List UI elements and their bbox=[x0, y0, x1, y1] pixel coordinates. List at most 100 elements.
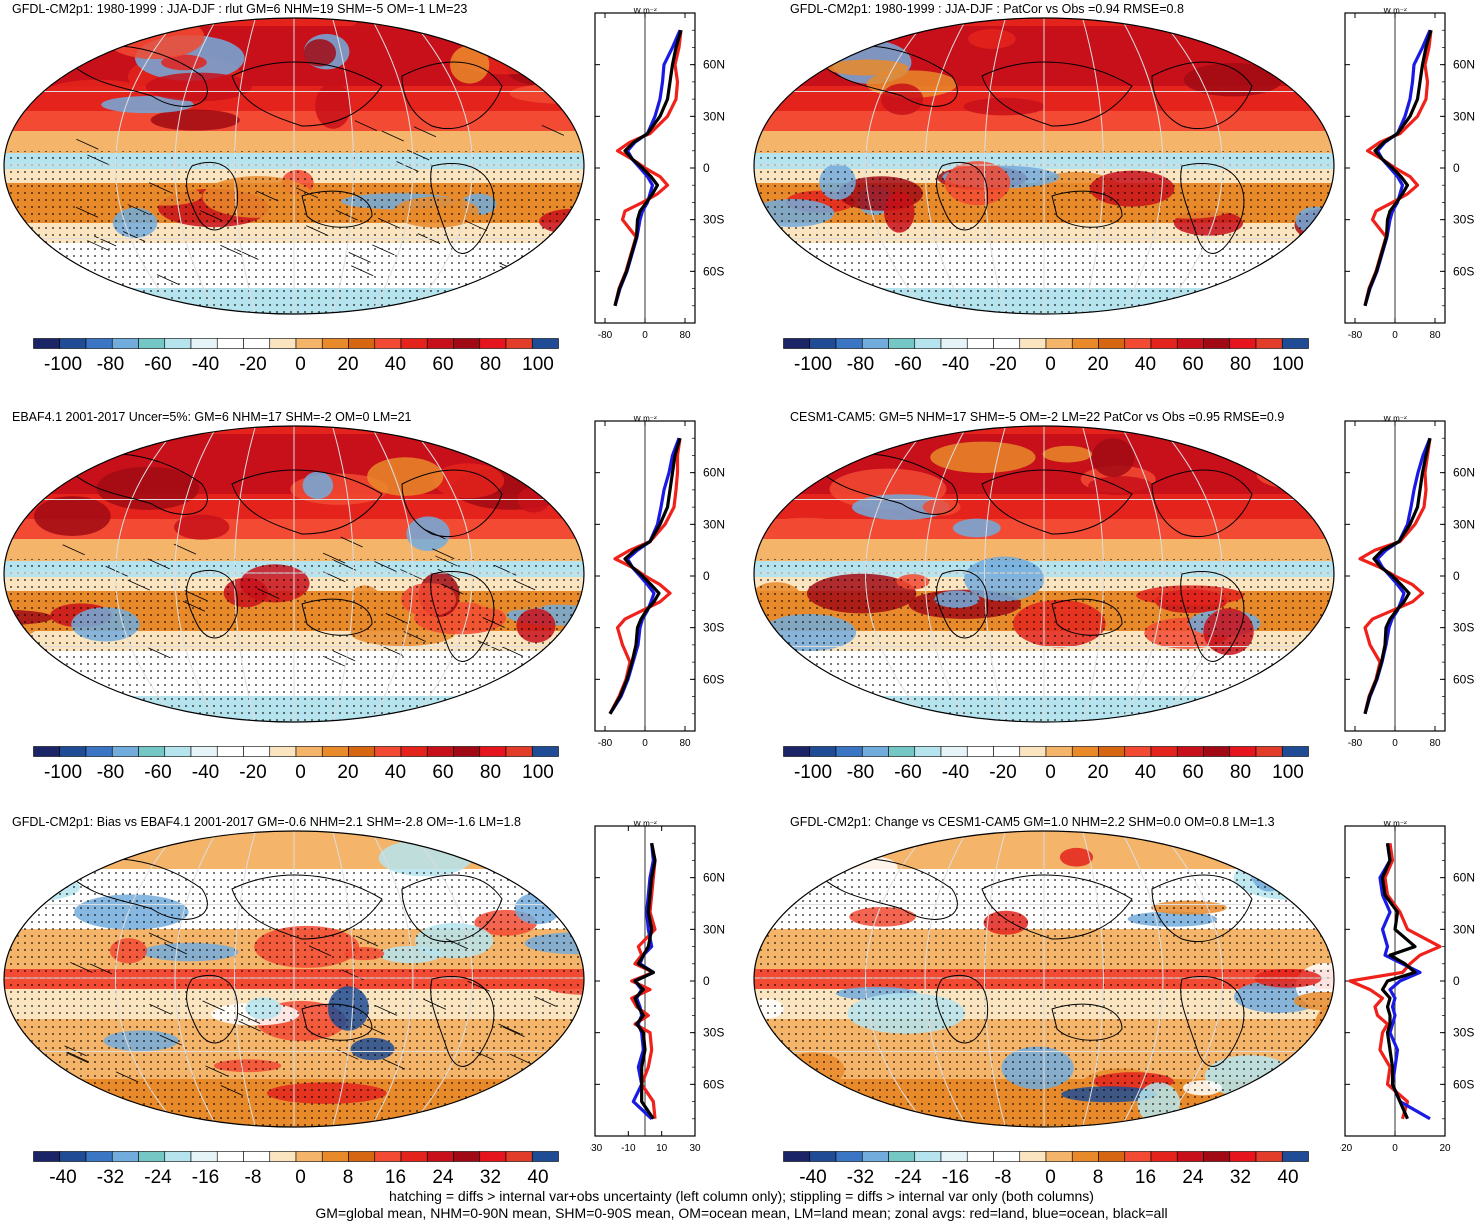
lat-tick-label: 30S bbox=[703, 213, 724, 227]
panel-title: GFDL-CM2p1: 1980-1999 : JJA-DJF : rlut G… bbox=[12, 2, 468, 16]
colorbar-swatch bbox=[1281, 746, 1309, 757]
zonal-units: W m⁻² bbox=[1383, 8, 1407, 15]
colorbar-swatch bbox=[1176, 746, 1204, 757]
colorbar-label: 40 bbox=[527, 1167, 549, 1188]
lat-tick-label: 60N bbox=[703, 58, 725, 72]
colorbar-label: 20 bbox=[1087, 762, 1109, 783]
world-map bbox=[753, 425, 1335, 723]
colorbar-label: -60 bbox=[894, 354, 922, 375]
colorbar-swatch bbox=[1176, 1151, 1204, 1162]
zonal-line-all bbox=[613, 29, 683, 307]
colorbar-swatch bbox=[138, 746, 166, 757]
colorbar-label: 32 bbox=[479, 1167, 502, 1188]
colorbar-swatch bbox=[269, 1151, 297, 1162]
colorbar-swatch bbox=[1203, 746, 1231, 757]
zonal-line-land bbox=[1358, 437, 1432, 715]
colorbar-label: -100 bbox=[793, 354, 833, 375]
colorbar-swatch bbox=[1150, 338, 1178, 349]
colorbar-swatch bbox=[269, 746, 297, 757]
colorbar-swatch bbox=[1019, 746, 1047, 757]
panel-title: EBAF4.1 2001-2017 Uncer=5%: GM=6 NHM=17 … bbox=[12, 410, 412, 424]
colorbar-swatch bbox=[835, 1151, 863, 1162]
colorbar-label: -16 bbox=[191, 1167, 220, 1188]
zonal-units: W m⁻² bbox=[633, 821, 657, 828]
colorbar-label: 0 bbox=[1045, 1167, 1056, 1188]
x-tick-label: -80 bbox=[1348, 330, 1363, 341]
colorbar-swatch bbox=[374, 1151, 402, 1162]
colorbar-swatch bbox=[940, 746, 968, 757]
x-tick-label: -80 bbox=[598, 738, 613, 749]
colorbar-swatch bbox=[809, 1151, 837, 1162]
colorbar-swatch bbox=[1229, 1151, 1257, 1162]
colorbar-swatch bbox=[861, 338, 889, 349]
colorbar bbox=[33, 746, 559, 757]
footer-line-1: hatching = diffs > internal var+obs unce… bbox=[389, 1188, 1094, 1204]
zonal-units: W m⁻² bbox=[1383, 821, 1407, 828]
lat-tick-label: 0 bbox=[1453, 161, 1460, 175]
colorbar-swatch bbox=[479, 338, 507, 349]
colorbar-swatch bbox=[243, 1151, 271, 1162]
colorbar-label: 100 bbox=[1272, 762, 1304, 783]
colorbar-swatch bbox=[243, 338, 271, 349]
zonal-mean-plot: W m⁻² 60N 30N 0 30S 60S -80 0 80 bbox=[1344, 8, 1475, 341]
colorbar-swatch bbox=[59, 1151, 87, 1162]
colorbar-swatch bbox=[111, 338, 139, 349]
colorbar-swatch bbox=[940, 338, 968, 349]
x-tick-label: 80 bbox=[679, 330, 691, 341]
colorbar-label: 32 bbox=[1229, 1167, 1252, 1188]
zonal-line-land bbox=[1348, 842, 1442, 1120]
colorbar-swatch bbox=[993, 1151, 1021, 1162]
colorbar-swatch bbox=[783, 338, 811, 349]
colorbar-swatch bbox=[400, 338, 428, 349]
lat-tick-label: 60N bbox=[703, 466, 725, 480]
zonal-line-all bbox=[608, 437, 682, 715]
colorbar-swatch bbox=[966, 746, 994, 757]
colorbar-swatch bbox=[888, 746, 916, 757]
colorbar-swatch bbox=[1229, 746, 1257, 757]
colorbar-label: 80 bbox=[1229, 762, 1252, 783]
colorbar-label: 0 bbox=[295, 1167, 306, 1188]
zonal-mean-plot: W m⁻² 60N 30N 0 30S 60S -80 0 80 bbox=[594, 8, 725, 341]
colorbar-swatch bbox=[1124, 746, 1152, 757]
x-tick-label: 80 bbox=[1429, 330, 1441, 341]
colorbar-swatch bbox=[400, 1151, 428, 1162]
lat-tick-label: 30S bbox=[1453, 213, 1474, 227]
lat-tick-label: 60N bbox=[703, 871, 725, 885]
colorbar-label: -40 bbox=[49, 1167, 77, 1188]
colorbar-swatch bbox=[531, 1151, 559, 1162]
colorbar bbox=[783, 1151, 1309, 1162]
colorbar-swatch bbox=[783, 1151, 811, 1162]
colorbar-swatch bbox=[531, 746, 559, 757]
colorbar-swatch bbox=[1124, 338, 1152, 349]
colorbar-label: 60 bbox=[1182, 354, 1204, 375]
colorbar-label: 16 bbox=[1134, 1167, 1157, 1188]
zonal-line-all bbox=[1380, 842, 1417, 1120]
lat-tick-label: 0 bbox=[703, 974, 710, 988]
colorbar-label: -20 bbox=[239, 762, 267, 783]
colorbar-swatch bbox=[1150, 746, 1178, 757]
colorbar-label: 80 bbox=[1229, 354, 1252, 375]
colorbar-swatch bbox=[835, 338, 863, 349]
colorbar-swatch bbox=[85, 746, 113, 757]
x-tick-label: -10 bbox=[621, 1143, 636, 1154]
colorbar-label: 24 bbox=[1182, 1167, 1204, 1188]
world-map bbox=[3, 17, 585, 315]
colorbar-swatch bbox=[914, 746, 942, 757]
colorbar-label: -60 bbox=[144, 354, 172, 375]
colorbar-swatch bbox=[321, 338, 349, 349]
lat-tick-label: 30S bbox=[703, 1026, 724, 1040]
colorbar-swatch bbox=[914, 1151, 942, 1162]
colorbar-swatch bbox=[164, 746, 192, 757]
lat-tick-label: 60S bbox=[703, 264, 724, 278]
colorbar-label: 40 bbox=[384, 762, 407, 783]
colorbar-swatch bbox=[1098, 746, 1126, 757]
world-map bbox=[3, 425, 585, 723]
colorbar-swatch bbox=[190, 1151, 218, 1162]
colorbar-swatch bbox=[138, 1151, 166, 1162]
colorbar-swatch bbox=[809, 338, 837, 349]
lat-tick-label: 30S bbox=[703, 621, 724, 635]
colorbar-swatch bbox=[1281, 338, 1309, 349]
colorbar-swatch bbox=[216, 338, 244, 349]
zonal-line-all bbox=[1363, 437, 1432, 715]
zonal-line-all bbox=[1363, 29, 1433, 307]
